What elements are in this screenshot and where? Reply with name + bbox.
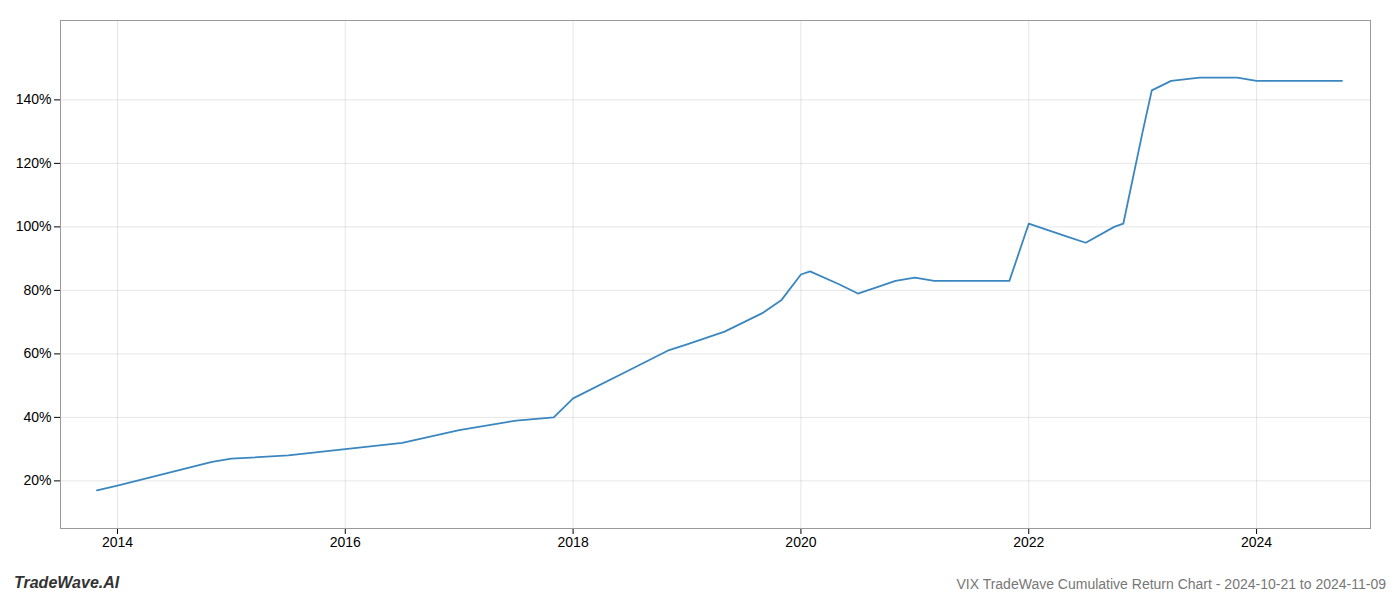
svg-text:40%: 40% xyxy=(23,409,51,425)
svg-text:2022: 2022 xyxy=(1013,534,1044,550)
svg-text:80%: 80% xyxy=(23,282,51,298)
svg-text:2018: 2018 xyxy=(558,534,589,550)
svg-text:2020: 2020 xyxy=(785,534,816,550)
svg-text:2024: 2024 xyxy=(1241,534,1272,550)
svg-text:60%: 60% xyxy=(23,345,51,361)
svg-text:120%: 120% xyxy=(16,155,52,171)
html-text:VIX TradeWave Cumulative Retur: VIX TradeWave Cumulative Return Chart - … xyxy=(956,576,1386,592)
svg-text:140%: 140% xyxy=(16,91,52,107)
svg-text:20%: 20% xyxy=(23,472,51,488)
svg-text:2014: 2014 xyxy=(102,534,133,550)
html-text:TradeWave.AI: TradeWave.AI xyxy=(14,574,120,591)
svg-text:2016: 2016 xyxy=(330,534,361,550)
svg-text:100%: 100% xyxy=(16,218,52,234)
